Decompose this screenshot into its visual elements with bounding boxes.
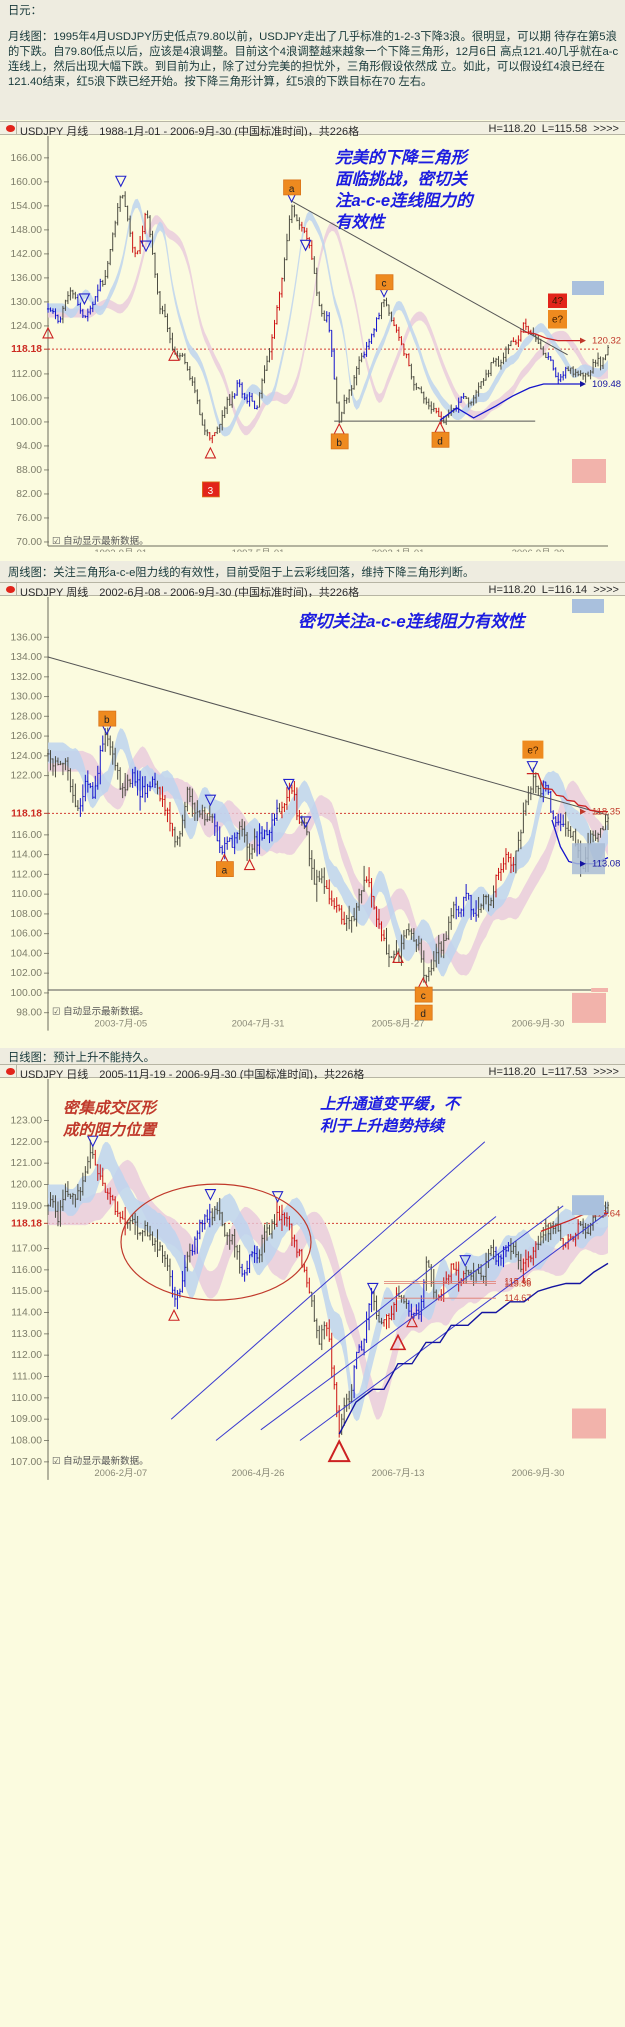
svg-text:a: a [222, 866, 228, 877]
svg-text:113.08: 113.08 [592, 859, 620, 870]
svg-text:106.00: 106.00 [11, 929, 43, 940]
svg-text:76.00: 76.00 [16, 513, 42, 524]
svg-text:108.00: 108.00 [11, 909, 43, 920]
svg-text:82.00: 82.00 [16, 489, 42, 500]
svg-text:4?: 4? [552, 296, 564, 307]
svg-text:c: c [382, 279, 387, 290]
svg-text:d: d [437, 436, 443, 447]
svg-text:2002-1月-01: 2002-1月-01 [372, 548, 425, 552]
svg-text:110.00: 110.00 [11, 1393, 42, 1404]
svg-text:2006-9月-30: 2006-9月-30 [512, 1019, 565, 1030]
svg-text:112.00: 112.00 [11, 1350, 42, 1361]
svg-text:118.18: 118.18 [11, 808, 42, 819]
svg-text:106.00: 106.00 [11, 393, 43, 404]
svg-text:e?: e? [527, 746, 539, 757]
svg-text:122.00: 122.00 [11, 1137, 43, 1148]
svg-text:面临挑战，密切关: 面临挑战，密切关 [335, 170, 469, 189]
svg-text:100.00: 100.00 [11, 988, 43, 999]
svg-text:160.00: 160.00 [11, 177, 43, 188]
svg-text:完美的下降三角形: 完美的下降三角形 [335, 148, 470, 167]
svg-text:109.00: 109.00 [11, 1414, 43, 1425]
svg-text:108.00: 108.00 [11, 1436, 43, 1447]
svg-text:94.00: 94.00 [16, 441, 42, 452]
svg-text:124.00: 124.00 [11, 321, 43, 332]
svg-text:118.18: 118.18 [11, 1218, 42, 1229]
svg-text:136.00: 136.00 [11, 273, 43, 284]
svg-text:117.00: 117.00 [11, 1244, 42, 1255]
svg-text:a: a [289, 184, 295, 195]
svg-text:109.48: 109.48 [592, 379, 621, 390]
svg-text:b: b [104, 715, 110, 726]
svg-text:利于上升趋势持续: 利于上升趋势持续 [320, 1117, 447, 1135]
svg-text:123.00: 123.00 [11, 1116, 43, 1127]
svg-text:102.00: 102.00 [11, 968, 43, 979]
svg-text:1992-9月-01: 1992-9月-01 [94, 548, 147, 552]
svg-text:120.00: 120.00 [11, 1180, 43, 1191]
svg-text:113.00: 113.00 [11, 1329, 42, 1340]
svg-text:122.00: 122.00 [11, 771, 43, 782]
svg-text:115.00: 115.00 [11, 1286, 42, 1297]
svg-text:134.00: 134.00 [11, 652, 43, 663]
svg-text:成的阻力位置: 成的阻力位置 [62, 1121, 159, 1139]
svg-text:128.00: 128.00 [11, 711, 43, 722]
svg-text:110.00: 110.00 [11, 889, 42, 900]
svg-text:119.00: 119.00 [11, 1201, 42, 1212]
svg-text:104.00: 104.00 [11, 948, 43, 959]
svg-text:126.00: 126.00 [11, 731, 43, 742]
svg-text:☑ 自动显示最新数据。: ☑ 自动显示最新数据。 [52, 1006, 149, 1018]
svg-text:121.00: 121.00 [11, 1158, 43, 1169]
svg-text:有效性: 有效性 [335, 213, 387, 232]
svg-text:136.00: 136.00 [11, 632, 43, 643]
svg-text:114.00: 114.00 [11, 1308, 42, 1319]
svg-text:148.00: 148.00 [11, 225, 43, 236]
svg-text:116.00: 116.00 [11, 830, 42, 841]
svg-text:70.00: 70.00 [16, 537, 42, 548]
svg-text:2003-7月-05: 2003-7月-05 [94, 1019, 147, 1030]
svg-text:130.00: 130.00 [11, 297, 43, 308]
svg-text:2006-9月-30: 2006-9月-30 [512, 1468, 565, 1479]
svg-text:107.00: 107.00 [11, 1457, 43, 1468]
svg-text:2004-7月-31: 2004-7月-31 [232, 1019, 285, 1030]
svg-text:☑ 自动显示最新数据。: ☑ 自动显示最新数据。 [52, 1455, 149, 1467]
svg-text:2006-4月-26: 2006-4月-26 [232, 1468, 285, 1479]
svg-text:112.00: 112.00 [11, 869, 42, 880]
svg-text:2006-9月-30: 2006-9月-30 [512, 548, 565, 552]
svg-text:114.00: 114.00 [11, 850, 42, 861]
svg-text:124.00: 124.00 [11, 751, 43, 762]
svg-text:密集成交区形: 密集成交区形 [63, 1099, 159, 1117]
svg-text:132.00: 132.00 [11, 672, 43, 683]
svg-text:130.00: 130.00 [11, 692, 43, 703]
svg-text:116.00: 116.00 [11, 1265, 42, 1276]
svg-text:154.00: 154.00 [11, 201, 43, 212]
svg-text:2006-2月-07: 2006-2月-07 [94, 1468, 147, 1479]
svg-text:注a-c-e连线阻力的: 注a-c-e连线阻力的 [335, 191, 475, 210]
svg-text:118.18: 118.18 [11, 344, 42, 355]
svg-text:☑ 自动显示最新数据。: ☑ 自动显示最新数据。 [52, 535, 149, 547]
svg-text:上升通道变平缓，不: 上升通道变平缓，不 [320, 1095, 462, 1113]
svg-text:142.00: 142.00 [11, 249, 43, 260]
svg-text:98.00: 98.00 [16, 1008, 42, 1019]
svg-text:密切关注a-c-e连线阻力有效性: 密切关注a-c-e连线阻力有效性 [298, 612, 527, 631]
svg-text:c: c [421, 991, 426, 1002]
svg-text:e?: e? [552, 315, 564, 326]
svg-text:118.35: 118.35 [592, 807, 620, 818]
svg-text:88.00: 88.00 [16, 465, 42, 476]
svg-text:115.36: 115.36 [504, 1279, 531, 1289]
svg-text:111.00: 111.00 [12, 1372, 42, 1383]
svg-text:3: 3 [208, 486, 214, 497]
svg-text:100.00: 100.00 [11, 417, 43, 428]
svg-text:120.32: 120.32 [592, 336, 621, 347]
svg-text:1997-5月-01: 1997-5月-01 [232, 548, 285, 552]
svg-text:b: b [336, 438, 342, 449]
svg-text:112.00: 112.00 [11, 369, 42, 380]
svg-text:2005-8月-27: 2005-8月-27 [372, 1019, 425, 1030]
svg-text:2006-7月-13: 2006-7月-13 [372, 1468, 425, 1479]
svg-text:166.00: 166.00 [11, 153, 43, 164]
